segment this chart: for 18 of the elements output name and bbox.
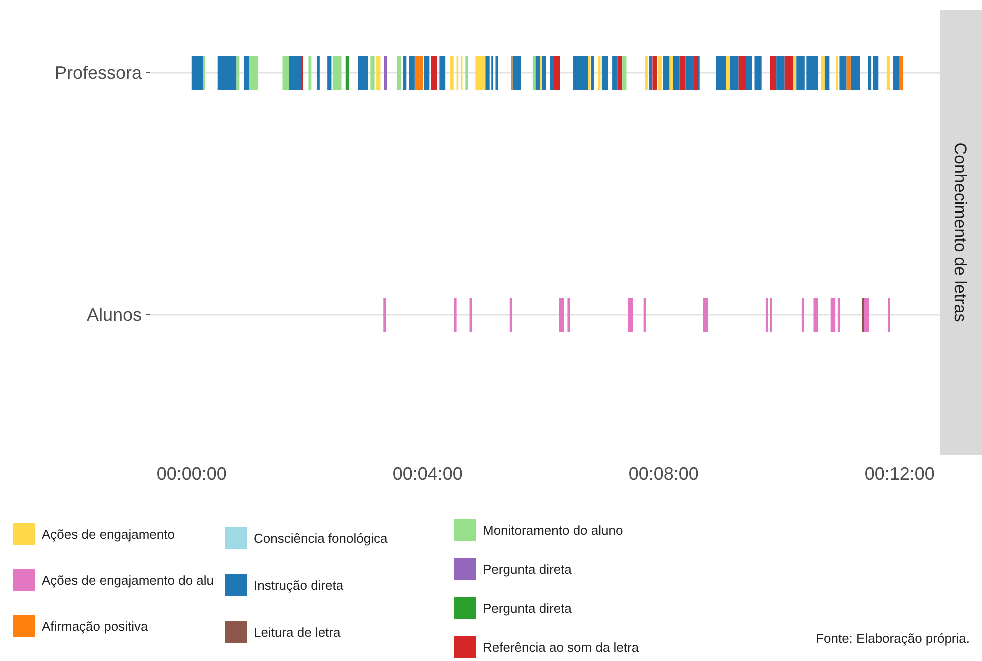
legend-label: Instrução direta <box>254 578 344 593</box>
y-tick-label: Professora <box>54 63 143 83</box>
x-tick-label: 00:04:00 <box>392 464 463 484</box>
legend-label: Consciência fonológica <box>254 531 388 546</box>
legend-label: Pergunta direta <box>483 601 573 616</box>
y-tick-label: Alunos <box>86 305 142 325</box>
legend-label: Leitura de letra <box>254 625 342 640</box>
legend-label: Monitoramento do aluno <box>483 523 624 538</box>
legend-label: Referência ao som da letra <box>483 640 640 655</box>
legend-label: Pergunta direta <box>483 562 573 577</box>
legend-label: Ações de engajamento do alu <box>42 573 214 588</box>
legend-label: Ações de engajamento <box>42 527 175 542</box>
legend-label: Afirmação positiva <box>42 619 149 634</box>
text: Conhecimento de letras <box>951 142 970 322</box>
source-note: Fonte: Elaboração própria. <box>816 631 970 646</box>
x-tick-label: 00:12:00 <box>864 464 935 484</box>
x-tick-label: 00:08:00 <box>628 464 699 484</box>
x-tick-label: 00:00:00 <box>156 464 227 484</box>
